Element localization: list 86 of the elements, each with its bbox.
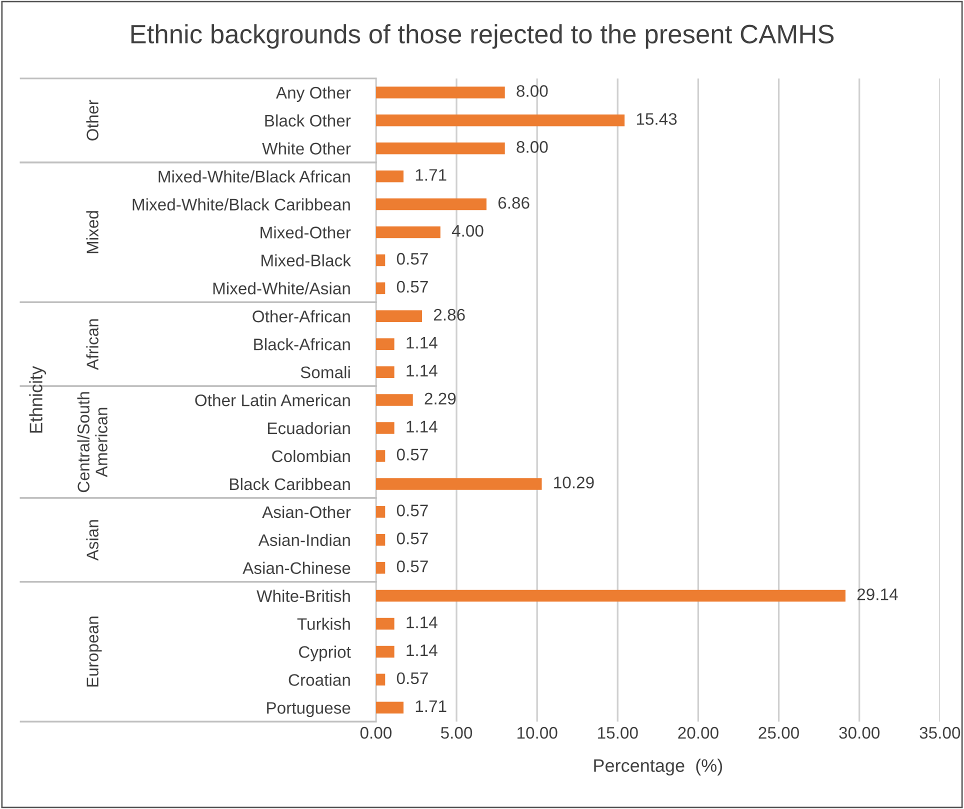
data-label: 0.57 <box>396 672 428 684</box>
y-tick-label: Turkish <box>297 618 350 630</box>
data-label: 2.86 <box>434 308 465 321</box>
x-tick-label: 5.00 <box>440 726 472 739</box>
bar <box>376 366 394 378</box>
bar <box>376 702 404 714</box>
y-tick-label: Mixed-Other <box>260 226 351 238</box>
data-label: 1.14 <box>406 616 438 628</box>
data-label: 1.14 <box>406 644 438 656</box>
bar <box>376 562 386 574</box>
y-tick-label: Black Other <box>265 114 351 127</box>
data-label: 0.57 <box>396 504 428 516</box>
y-tick-label: Asian-Indian <box>258 534 350 546</box>
y-tick-label: Any Other <box>276 86 351 102</box>
data-label: 4.00 <box>452 224 484 237</box>
text: African <box>86 319 98 370</box>
bar <box>376 170 404 182</box>
y-tick-label: White Other <box>262 142 351 155</box>
data-label: 1.71 <box>416 700 446 712</box>
data-label: 2.29 <box>424 392 456 405</box>
y-tick-label: Mixed-White/Asian <box>213 282 350 294</box>
bar <box>376 590 846 602</box>
data-label: 1.14 <box>406 420 438 432</box>
y-tick-label: Colombian <box>272 450 350 462</box>
bar <box>376 674 386 686</box>
bar <box>376 142 505 154</box>
text: Asian <box>86 520 98 561</box>
x-tick-label: 30.00 <box>839 726 880 739</box>
y-tick-label: Other Latin American <box>195 394 350 406</box>
x-tick-label: 25.00 <box>758 726 799 739</box>
x-axis-title: Percentage (%) <box>594 758 722 776</box>
data-label: 8.00 <box>516 141 548 153</box>
y-tick-label: Asian-Other <box>262 506 351 518</box>
y-tick-label: Black-African <box>254 338 350 350</box>
y-tick-label: Mixed-White/Black Caribbean <box>132 198 350 211</box>
bar <box>376 338 394 350</box>
data-label: 29.14 <box>857 588 898 600</box>
y-tick-label: Croatian <box>288 674 350 686</box>
x-tick-label: 15.00 <box>598 726 638 739</box>
text: European <box>86 616 102 686</box>
bar <box>376 450 386 462</box>
data-label: 1.14 <box>406 364 438 376</box>
x-tick-label: 10.00 <box>518 726 558 739</box>
bar <box>376 86 505 98</box>
y-tick-label: Portuguese <box>267 702 350 718</box>
y-tick-label: White-British <box>256 590 350 602</box>
chart-title: Ethnic backgrounds of those rejected to the present CAMHS <box>131 24 834 49</box>
data-label: 0.57 <box>396 560 428 572</box>
bar <box>376 226 440 238</box>
bar <box>376 618 394 630</box>
data-label: 15.43 <box>636 113 677 125</box>
text: Central/South American <box>77 392 108 492</box>
bar <box>376 422 394 434</box>
data-label: 8.00 <box>516 85 548 97</box>
x-tick-label: 20.00 <box>678 726 718 739</box>
bar <box>376 646 394 658</box>
y-tick-label: Mixed-Black <box>262 254 351 266</box>
text: Mixed <box>86 211 98 254</box>
data-label: 0.57 <box>396 252 428 265</box>
y-tick-label: Ecuadorian <box>268 422 350 434</box>
bar <box>376 282 386 294</box>
data-label: 10.29 <box>554 476 594 488</box>
bar <box>376 310 422 322</box>
data-label: 0.57 <box>396 448 428 460</box>
y-tick-label: Black Caribbean <box>230 478 350 490</box>
data-label: 1.14 <box>406 336 438 348</box>
y-tick-label: Mixed-White/Black African <box>158 170 350 183</box>
bar <box>376 114 625 126</box>
x-tick-label: 0.00 <box>360 726 392 739</box>
data-label: 6.86 <box>498 196 530 209</box>
y-tick-label: Cypriot <box>299 646 351 662</box>
bar <box>376 534 386 546</box>
bar <box>376 254 386 266</box>
bar <box>376 478 542 490</box>
text: Other <box>86 100 98 140</box>
bar <box>376 198 486 210</box>
data-label: 0.57 <box>396 532 428 544</box>
text: Ethnicity <box>29 366 46 433</box>
x-tick-label: 35.00 <box>920 726 960 739</box>
data-label: 0.57 <box>396 280 428 293</box>
y-tick-label: Other-African <box>252 310 350 322</box>
y-tick-label: Somali <box>300 366 350 378</box>
data-label: 1.71 <box>416 169 446 181</box>
y-tick-label: Asian-Chinese <box>242 562 350 574</box>
bar <box>376 506 386 518</box>
bar <box>376 394 413 406</box>
